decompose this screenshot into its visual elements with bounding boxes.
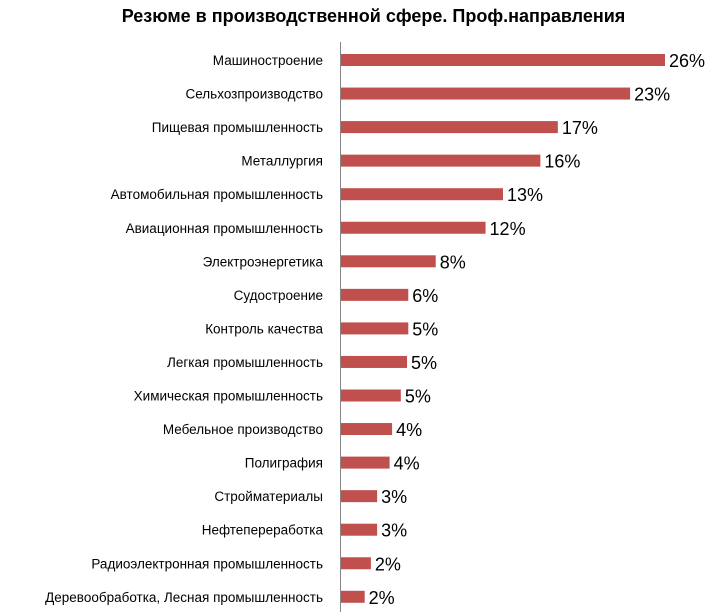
category-label: Легкая промышленность	[167, 355, 323, 370]
category-label: Стройматериалы	[214, 489, 323, 504]
data-label: 6%	[412, 286, 438, 306]
bar	[341, 322, 409, 335]
category-label: Нефтепереработка	[202, 523, 324, 538]
data-label: 5%	[411, 353, 437, 373]
bar	[341, 456, 390, 469]
data-label: 5%	[405, 387, 431, 407]
category-label: Авиационная промышленность	[126, 221, 323, 236]
data-label: 8%	[440, 252, 466, 272]
bar	[341, 590, 365, 603]
category-label: Контроль качества	[205, 321, 323, 336]
category-label: Автомобильная промышленность	[111, 187, 323, 202]
data-label: 12%	[490, 219, 526, 239]
data-label: 3%	[381, 487, 407, 507]
bar	[341, 154, 541, 167]
bar	[341, 121, 558, 134]
data-label: 13%	[507, 185, 543, 205]
bar	[341, 87, 631, 100]
bar	[341, 221, 486, 234]
category-label: Сельхозпроизводство	[186, 87, 324, 102]
category-label: Мебельное производство	[163, 422, 323, 437]
data-label: 5%	[412, 319, 438, 339]
data-label: 17%	[562, 118, 598, 138]
bar	[341, 54, 665, 66]
data-label: 26%	[669, 51, 705, 71]
chart-title: Резюме в производственной сфере. Проф.на…	[121, 6, 626, 26]
data-label: 16%	[544, 152, 580, 172]
bar	[341, 389, 401, 402]
data-label: 2%	[369, 588, 395, 608]
data-label: 4%	[394, 454, 420, 474]
bar	[341, 255, 436, 268]
bar	[341, 288, 409, 301]
category-label: Химическая промышленность	[134, 389, 323, 404]
bar	[341, 490, 378, 503]
category-label: Полиграфия	[245, 456, 323, 471]
category-label: Радиоэлектронная промышленность	[91, 556, 323, 571]
bar	[341, 423, 393, 436]
bar	[341, 188, 503, 201]
category-label: Деревообработка, Лесная промышленность	[45, 590, 323, 605]
category-label: Металлургия	[241, 154, 323, 169]
category-label: Судостроение	[234, 288, 323, 303]
category-label: Машиностроение	[213, 53, 323, 68]
data-label: 2%	[375, 554, 401, 574]
data-label: 23%	[634, 85, 670, 105]
bar	[341, 557, 371, 570]
category-label: Пищевая промышленность	[152, 120, 323, 135]
bar	[341, 355, 408, 368]
data-label: 4%	[396, 420, 422, 440]
category-label: Электроэнергетика	[203, 254, 324, 269]
data-label: 3%	[381, 521, 407, 541]
bar	[341, 523, 378, 536]
